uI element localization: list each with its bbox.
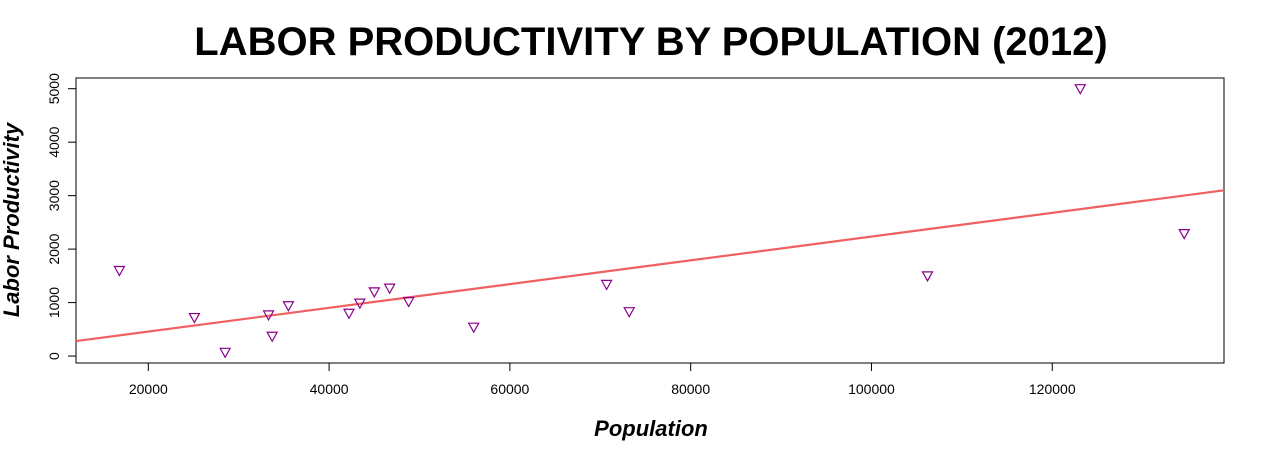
data-point [1074, 84, 1087, 95]
x-tick-label: 120000 [1029, 381, 1076, 397]
y-tick-label: 5000 [46, 73, 62, 104]
data-point [921, 271, 934, 283]
x-tick-label: 80000 [671, 381, 710, 397]
data-point [342, 308, 356, 320]
data-point [219, 347, 232, 359]
data-point [383, 283, 396, 295]
x-axis-label: Population [594, 416, 708, 441]
y-tick-label: 1000 [46, 287, 62, 318]
y-tick-label: 4000 [46, 126, 62, 157]
data-point [266, 331, 279, 343]
trend-line-layer [75, 189, 1225, 343]
data-point [282, 301, 295, 313]
data-point [113, 265, 126, 277]
data-points [113, 84, 1191, 359]
plot-frame [75, 77, 1225, 364]
x-tick-label: 40000 [310, 381, 349, 397]
x-axis: 20000 40000 60000 80000 100000 120000 [129, 362, 1076, 397]
data-point [467, 322, 480, 334]
data-point [368, 287, 381, 299]
data-point [402, 296, 415, 308]
data-point [623, 307, 636, 318]
y-tick-label: 3000 [46, 180, 62, 211]
data-point [600, 279, 613, 291]
y-tick-label: 2000 [46, 233, 62, 264]
data-point [1178, 229, 1191, 240]
data-point [188, 312, 201, 324]
data-point [262, 310, 275, 322]
x-tick-label: 20000 [129, 381, 168, 397]
x-tick-label: 60000 [490, 381, 529, 397]
trend-line [75, 189, 1225, 343]
y-tick-label: 0 [46, 352, 62, 360]
data-point [353, 298, 366, 310]
x-tick-label: 100000 [848, 381, 895, 397]
y-axis-label: Labor Productivity [0, 121, 24, 317]
chart-title: LABOR PRODUCTIVITY BY POPULATION (2012) [194, 20, 1107, 64]
y-axis: 0 1000 2000 3000 4000 5000 [46, 73, 77, 360]
